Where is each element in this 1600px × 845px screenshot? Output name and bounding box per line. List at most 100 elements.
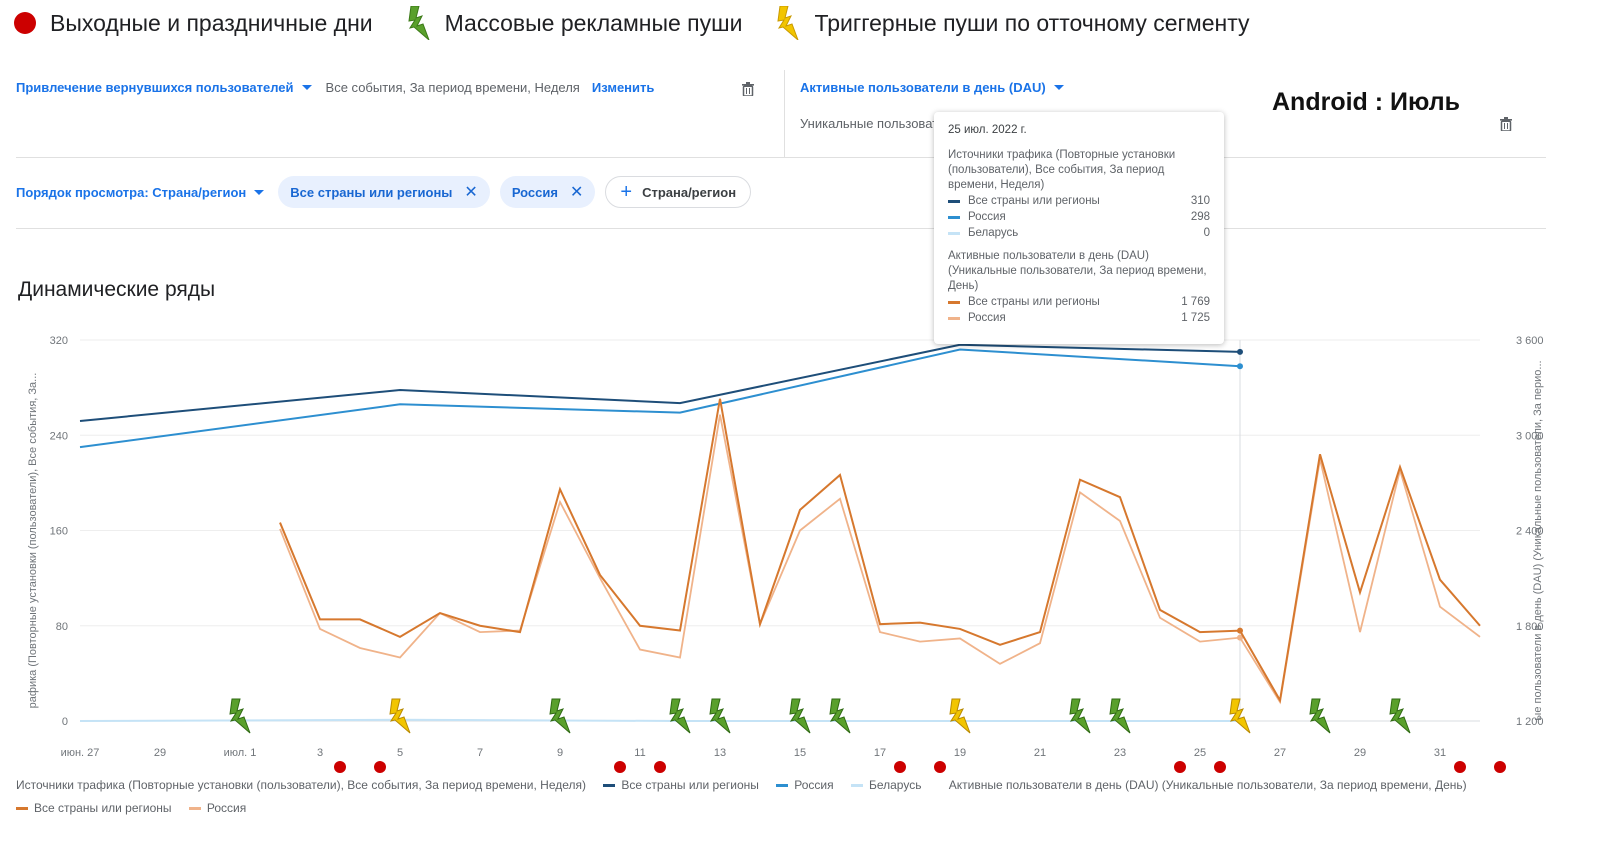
chart-legend: Источники трафика (Повторные установки (… <box>16 774 1556 820</box>
left-axis-tick-label: 240 <box>50 430 68 442</box>
holiday-dot-icon <box>1214 761 1226 773</box>
x-axis-tick-label: июл. 1 <box>224 747 257 759</box>
legend-swatch <box>850 784 863 788</box>
x-axis-tick-label: 7 <box>477 747 483 759</box>
right-axis-tick-label: 3 000 <box>1516 430 1544 442</box>
right-axis-tick-label: 1 800 <box>1516 621 1544 633</box>
close-icon[interactable]: ✕ <box>464 184 478 201</box>
right-axis-tick-label: 1 200 <box>1516 716 1544 728</box>
x-axis-tick-label: 27 <box>1274 747 1286 759</box>
legend-swatch <box>188 807 201 811</box>
x-axis-tick-label: 21 <box>1034 747 1046 759</box>
left-axis-tick-label: 320 <box>50 335 68 347</box>
chevron-down-icon[interactable] <box>1053 85 1064 90</box>
x-axis-tick-label: 19 <box>954 747 966 759</box>
left-axis-title: рафика (Повторные установки (пользовател… <box>27 373 39 709</box>
green-lightning-icon <box>669 698 691 734</box>
tooltip-row: Все страны или регионы 1 769 <box>948 294 1210 310</box>
tooltip-swatch <box>948 215 960 219</box>
top-legend: Выходные и праздничные дни Массовые рекл… <box>14 6 1283 40</box>
legend-holidays: Выходные и праздничные дни <box>14 10 373 37</box>
holiday-dot-icon <box>894 761 906 773</box>
tooltip-series-value: 310 <box>1190 195 1210 207</box>
x-axis-tick-label: 25 <box>1194 747 1206 759</box>
legend-swatch <box>776 784 789 788</box>
tooltip-swatch <box>948 300 960 304</box>
tooltip-swatch <box>948 199 960 203</box>
legend-item[interactable]: Россия <box>794 778 834 792</box>
add-dimension-label: Страна/регион <box>642 184 737 200</box>
legend-item[interactable]: Россия <box>206 801 247 815</box>
holiday-dot-icon <box>934 761 946 773</box>
legend-item[interactable]: Беларусь <box>868 778 922 792</box>
green-lightning-icon <box>1309 698 1331 734</box>
left-metric-selector[interactable]: Привлечение вернувшихся пользователей <box>16 80 294 95</box>
holiday-dot-icon <box>1174 761 1186 773</box>
holiday-dot-icon <box>614 761 626 773</box>
x-axis-tick-label: 13 <box>714 747 726 759</box>
legend-mass-push-label: Массовые рекламные пуши <box>444 9 743 36</box>
time-series-chart[interactable]: 0 80 160 240 320 1 200 1 800 2 400 3 000 3 600 июн… <box>0 325 1600 773</box>
tooltip-series-value: 1 725 <box>1181 312 1210 324</box>
tooltip-swatch <box>948 231 960 235</box>
legend-item[interactable]: Все страны или регионы <box>621 778 759 792</box>
tooltip-section-title: Источники трафика (Повторные установки (… <box>948 149 1176 191</box>
legend-right-title: Активные пользователи в день (DAU) (Уник… <box>948 778 1467 792</box>
series-point <box>1237 634 1243 641</box>
right-metric-selector[interactable]: Активные пользователи в день (DAU) <box>800 80 1046 95</box>
green-lightning-icon <box>829 698 851 734</box>
divider <box>16 228 1546 229</box>
series-line-left-1 <box>79 348 1241 449</box>
chip-all-countries[interactable]: Все страны или регионы ✕ <box>278 176 490 208</box>
chevron-down-icon[interactable] <box>254 189 265 195</box>
green-lightning-icon <box>1389 698 1411 734</box>
x-axis-tick-label: 29 <box>154 747 166 759</box>
left-metric-description: Все события, За период времени, Неделя <box>325 80 580 95</box>
tooltip-row: Беларусь 0 <box>948 225 1210 241</box>
yellow-lightning-icon <box>1229 698 1251 734</box>
x-axis-tick-label: 23 <box>1114 747 1126 759</box>
x-axis-tick-label: 9 <box>557 747 563 759</box>
left-metric-bar: Привлечение вернувшихся пользователей Вс… <box>16 80 654 95</box>
yellow-lightning-icon <box>777 6 799 40</box>
chevron-down-icon[interactable] <box>301 85 312 90</box>
legend-item[interactable]: Все страны или регионы <box>34 801 172 815</box>
green-lightning-icon <box>709 698 731 734</box>
tooltip-swatch <box>948 316 960 320</box>
yellow-lightning-icon <box>389 698 411 734</box>
x-axis-tick-label: 17 <box>874 747 886 759</box>
green-lightning-icon <box>549 698 571 734</box>
left-axis-tick-label: 160 <box>50 526 68 538</box>
legend-left-title: Источники трафика (Повторные установки (… <box>16 778 587 792</box>
add-dimension-button[interactable]: + Страна/регион <box>605 176 752 208</box>
series-line-right-0 <box>279 398 1481 704</box>
green-lightning-icon <box>229 698 251 734</box>
holiday-dot-icon <box>654 761 666 773</box>
trash-icon[interactable] <box>1500 117 1512 131</box>
green-lightning-icon <box>1069 698 1091 734</box>
chip-russia[interactable]: Россия ✕ <box>499 176 596 208</box>
tooltip-row: Все страны или регионы 310 <box>948 193 1210 209</box>
trash-icon[interactable] <box>742 82 754 96</box>
legend-swatch <box>603 784 616 788</box>
close-icon[interactable]: ✕ <box>569 184 584 201</box>
green-lightning-icon <box>1109 698 1131 734</box>
change-link[interactable]: Изменить <box>591 80 655 95</box>
right-metric-bar: Активные пользователи в день (DAU) <box>800 80 1078 95</box>
chip-label: Россия <box>511 184 558 200</box>
tooltip-series-name: Россия <box>968 312 1006 324</box>
holiday-dot-icon <box>1454 761 1466 773</box>
holiday-dot-icon <box>1494 761 1506 773</box>
series-line-left-2 <box>79 718 1240 722</box>
yellow-lightning-icon <box>949 698 971 734</box>
left-axis-tick-label: 80 <box>56 621 68 633</box>
x-axis-tick-label: 3 <box>317 747 323 759</box>
legend-trigger-push: Триггерные пуши по отточному сегменту <box>776 6 1249 40</box>
tooltip-series-value: 1 769 <box>1181 296 1210 308</box>
x-axis-tick-label: 11 <box>634 747 645 759</box>
divider <box>16 157 1546 158</box>
right-axis-title: ые пользователи в день (DAU) (Уникальные… <box>1532 360 1544 720</box>
view-order-selector[interactable]: Порядок просмотра: Страна/регион <box>16 184 247 200</box>
x-axis-tick-label: 31 <box>1434 747 1446 759</box>
tooltip-series-value: 298 <box>1190 211 1210 223</box>
